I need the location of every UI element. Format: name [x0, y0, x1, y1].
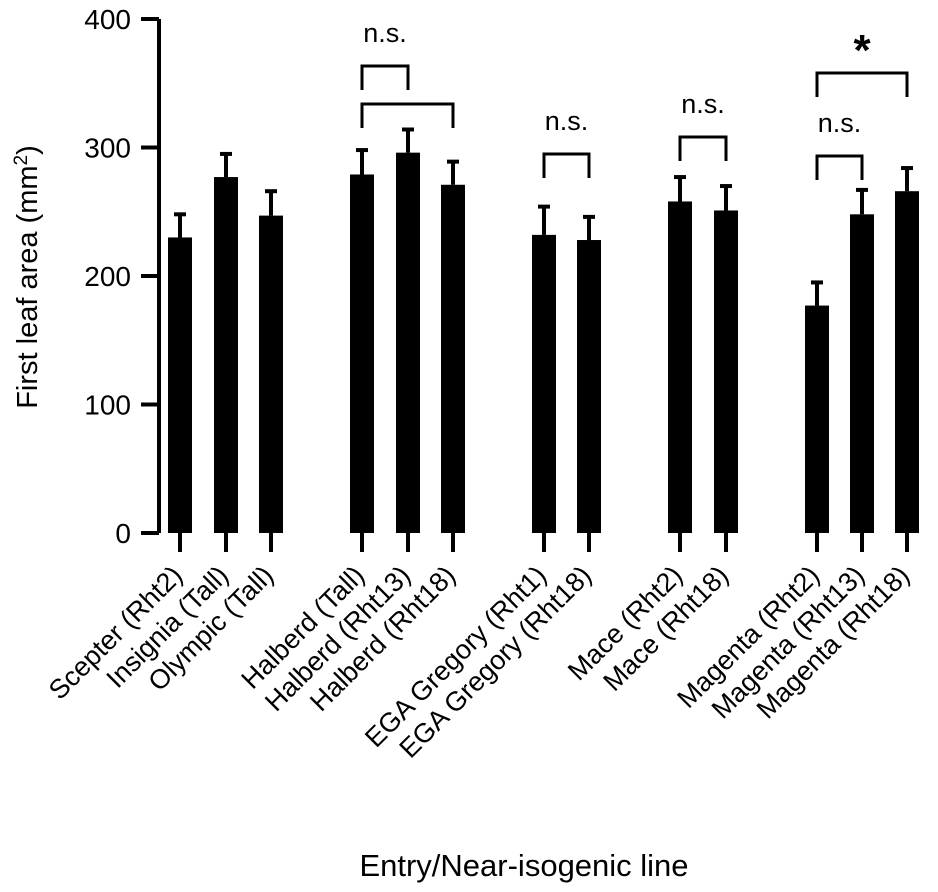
bar — [668, 201, 692, 533]
bar — [532, 234, 556, 533]
significance-bracket: n.s. — [815, 108, 864, 180]
error-bar — [538, 204, 550, 235]
bar — [805, 305, 829, 533]
error-bar — [720, 184, 732, 211]
bar — [895, 191, 919, 533]
error-bar — [174, 212, 186, 238]
bar — [350, 174, 374, 534]
bar — [396, 152, 420, 533]
error-bar — [220, 151, 232, 178]
bar — [850, 214, 874, 533]
bar — [168, 237, 192, 533]
error-bar — [402, 127, 414, 153]
error-bar — [265, 189, 277, 216]
y-tick-label: 400 — [84, 4, 131, 35]
error-bar — [583, 214, 595, 241]
significance-bracket — [360, 102, 455, 128]
significance-bracket: n.s. — [678, 89, 728, 161]
bar — [214, 177, 238, 533]
y-tick-label: 100 — [84, 390, 131, 421]
y-tick-label: 300 — [84, 133, 131, 164]
error-bar — [356, 148, 368, 175]
bar — [714, 210, 738, 533]
y-axis-label: First leaf area (mm2) — [11, 145, 45, 409]
significance-label: n.s. — [818, 108, 862, 138]
x-axis-label: Entry/Near-isogenic line — [359, 848, 688, 883]
error-bars — [174, 127, 913, 306]
bars — [168, 152, 919, 534]
significance-bracket: * — [815, 26, 909, 97]
x-axis — [178, 533, 909, 552]
significance-label: n.s. — [363, 18, 407, 48]
significance-label: n.s. — [545, 106, 589, 136]
significance-label: * — [853, 26, 871, 75]
significance-annotations: n.s. n.s. n.s. n.s. * — [360, 18, 909, 180]
bar — [259, 215, 283, 534]
category-labels: Scepter (Rht2)Insignia (Tall)Olympic (Ta… — [43, 560, 915, 764]
error-bar — [811, 280, 823, 306]
bar — [577, 240, 601, 533]
y-tick-label: 200 — [84, 261, 131, 292]
error-bar — [447, 159, 459, 185]
y-axis: 0 100 200 300 400 — [84, 4, 161, 549]
y-tick-label: 0 — [115, 518, 131, 549]
error-bar — [674, 175, 686, 202]
bar — [441, 184, 465, 533]
error-bar — [856, 187, 868, 215]
error-bar — [901, 166, 913, 192]
significance-bracket: n.s. — [360, 18, 410, 90]
significance-bracket: n.s. — [542, 106, 591, 178]
significance-label: n.s. — [681, 89, 725, 119]
